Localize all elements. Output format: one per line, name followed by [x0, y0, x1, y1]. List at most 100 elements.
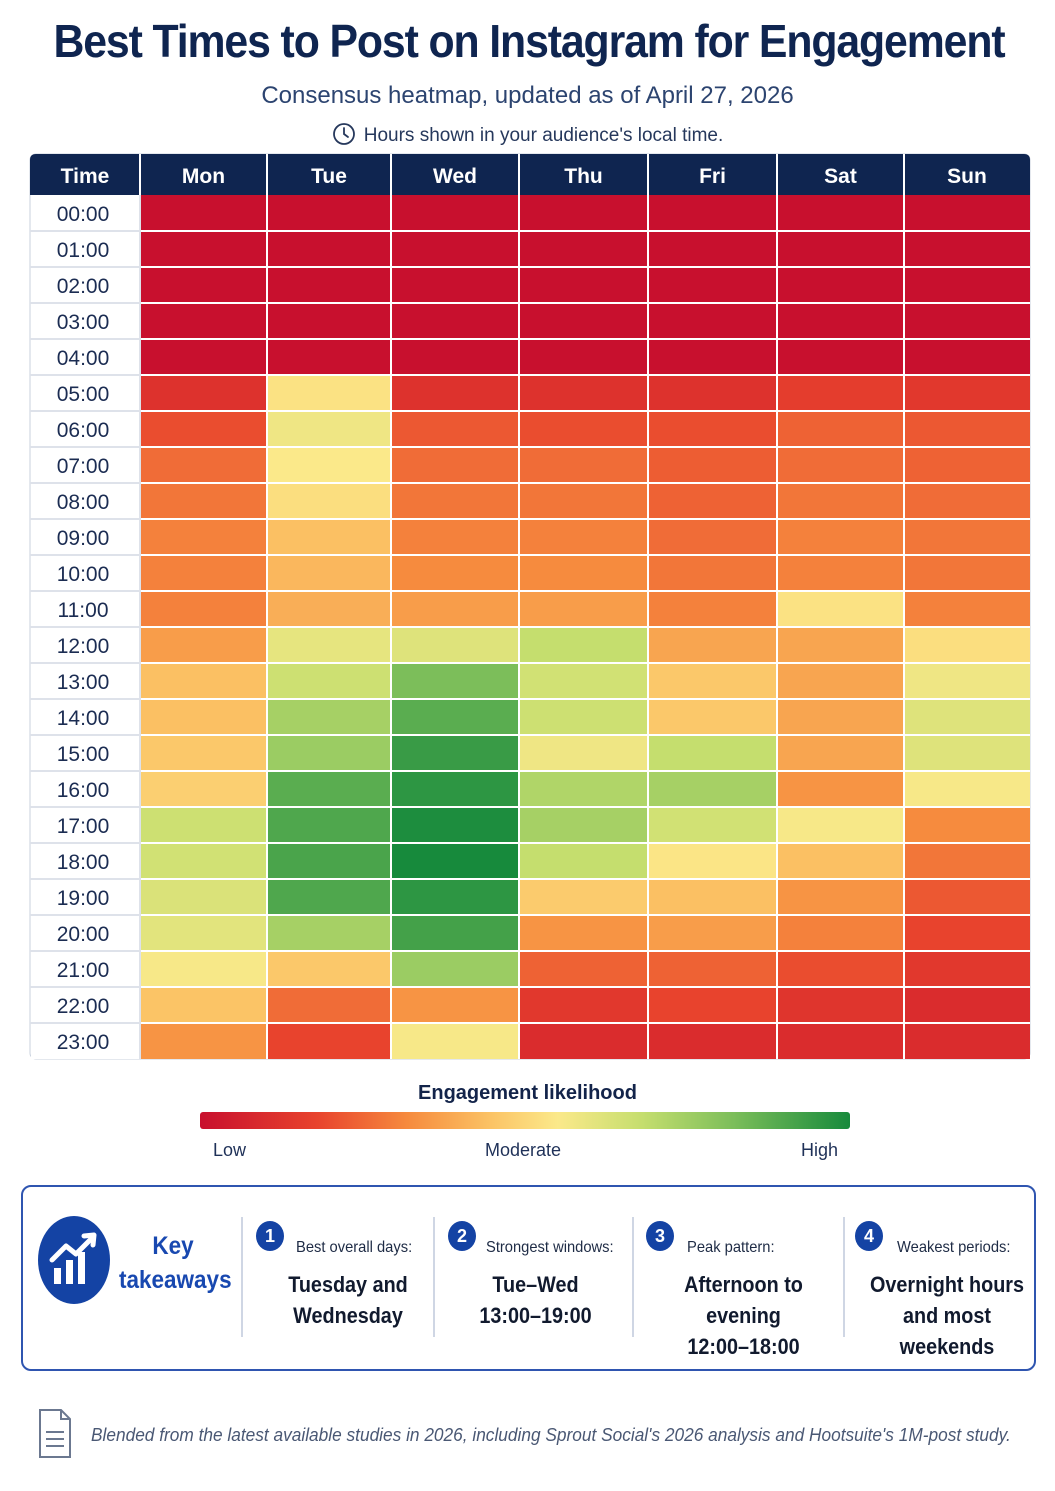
heatmap-cell [519, 303, 648, 339]
heatmap-cell [648, 375, 777, 411]
heatmap-cell [267, 951, 391, 987]
heatmap-cell [777, 771, 904, 807]
heatmap-cell [904, 699, 1030, 735]
heatmap-cell [648, 987, 777, 1023]
heatmap-cell [777, 231, 904, 267]
heatmap-cell [777, 267, 904, 303]
time-row-label: 10:00 [57, 563, 110, 586]
legend-gradient-bar [200, 1112, 850, 1129]
heatmap-cell [519, 699, 648, 735]
time-row-cell [31, 303, 140, 339]
heatmap-cell [140, 267, 267, 303]
heatmap-cell [391, 195, 519, 231]
time-row-label: 13:00 [57, 671, 110, 694]
heatmap-cell [904, 735, 1030, 771]
heatmap-cell [140, 843, 267, 879]
takeaway-value-line2: and most weekends [899, 1303, 995, 1359]
heatmap-cell [140, 411, 267, 447]
day-column-header: Mon [182, 165, 225, 188]
heatmap-cell [648, 771, 777, 807]
heatmap-cell [777, 663, 904, 699]
legend-low-label: Low [213, 1140, 247, 1160]
heatmap-cell [777, 987, 904, 1023]
heatmap-cell [140, 339, 267, 375]
heatmap-cell [648, 303, 777, 339]
day-column-header: Tue [311, 165, 347, 188]
takeaway-item-3: 3 Peak pattern: Afternoon to evening 12:… [646, 1217, 841, 1359]
heatmap-cell [648, 879, 777, 915]
heatmap-cell [267, 375, 391, 411]
heatmap-cell [904, 411, 1030, 447]
takeaway-value: Tuesday and Wednesday [276, 1269, 420, 1331]
time-row-label: 00:00 [57, 203, 110, 226]
heatmap-cell [267, 627, 391, 663]
heatmap-cell [777, 195, 904, 231]
heatmap-cell [267, 915, 391, 951]
day-column-header: Sat [824, 165, 857, 188]
heatmap-cell [519, 519, 648, 555]
heatmap-cell [648, 411, 777, 447]
time-row-cell [31, 843, 140, 879]
takeaway-value: Overnight hours and most weekends [870, 1269, 1025, 1362]
takeaway-divider [843, 1217, 845, 1337]
time-row-cell [31, 951, 140, 987]
heatmap-cell [140, 771, 267, 807]
heatmap-cell [140, 231, 267, 267]
heatmap-cell [391, 1023, 519, 1059]
time-row-label: 04:00 [57, 347, 110, 370]
time-row-cell [31, 987, 140, 1023]
heatmap-cell [391, 627, 519, 663]
heatmap-cell [777, 1023, 904, 1059]
heatmap-cell [519, 735, 648, 771]
time-row-label: 07:00 [57, 455, 110, 478]
heatmap-cell [904, 483, 1030, 519]
heatmap-cell [267, 735, 391, 771]
heatmap-cell [267, 771, 391, 807]
time-row-cell [31, 807, 140, 843]
heatmap-cell [519, 807, 648, 843]
heatmap-cell [648, 519, 777, 555]
page-subtitle: Consensus heatmap, updated as of April 2… [261, 82, 794, 109]
time-row-cell [31, 915, 140, 951]
heatmap-cell [519, 375, 648, 411]
heatmap-cell [267, 231, 391, 267]
takeaway-value-line2: 13:00–19:00 [479, 1303, 592, 1328]
time-row-cell [31, 663, 140, 699]
time-row-label: 01:00 [57, 239, 110, 262]
heatmap-cell [391, 735, 519, 771]
heatmap-cell [391, 807, 519, 843]
heatmap-cell [391, 267, 519, 303]
heatmap-cell [648, 699, 777, 735]
trending-chart-icon [38, 1216, 110, 1304]
heatmap-cell [140, 951, 267, 987]
heatmap-cell [777, 303, 904, 339]
time-row-cell [31, 879, 140, 915]
heatmap-cell [904, 591, 1030, 627]
time-row-label: 11:00 [58, 599, 109, 622]
time-row-cell [31, 519, 140, 555]
heatmap-cell [904, 771, 1030, 807]
time-row-label: 03:00 [57, 311, 110, 334]
takeaway-number-badge: 3 [646, 1221, 674, 1251]
heatmap-cell [519, 663, 648, 699]
takeaway-caption: Best overall days: [296, 1239, 413, 1256]
heatmap-cell [519, 195, 648, 231]
heatmap-cell [904, 663, 1030, 699]
heatmap-cell [267, 411, 391, 447]
time-row-label: 06:00 [57, 419, 110, 442]
engagement-heatmap: Time Mon Tue Wed Thu Fri Sat Sun 00:00 01:00 02:00… [29, 153, 1031, 1060]
takeaway-item-1: 1 Best overall days: Tuesday and Wednesd… [256, 1217, 431, 1337]
heatmap-cell [391, 303, 519, 339]
heatmap-cell [391, 519, 519, 555]
heatmap-cell [648, 915, 777, 951]
heatmap-cell [904, 1023, 1030, 1059]
heatmap-cell [648, 591, 777, 627]
heatmap-cell [140, 519, 267, 555]
document-icon [39, 1409, 71, 1458]
heatmap-cell [140, 807, 267, 843]
heatmap-cell [519, 267, 648, 303]
time-row-cell [31, 339, 140, 375]
time-row-cell [31, 447, 140, 483]
heatmap-cell [519, 627, 648, 663]
heatmap-cell [519, 879, 648, 915]
